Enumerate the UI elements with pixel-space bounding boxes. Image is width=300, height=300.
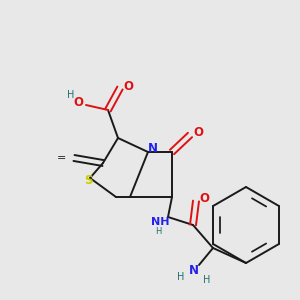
Text: H: H <box>177 272 185 282</box>
Text: O: O <box>193 127 203 140</box>
Text: O: O <box>123 80 133 92</box>
Text: N: N <box>189 263 199 277</box>
Text: =: = <box>57 153 67 163</box>
Text: O: O <box>73 97 83 110</box>
Text: H: H <box>203 275 211 285</box>
Text: H: H <box>67 90 75 100</box>
Text: N: N <box>148 142 158 155</box>
Text: S: S <box>84 175 92 188</box>
Text: O: O <box>199 191 209 205</box>
Text: H: H <box>155 226 161 236</box>
Text: NH: NH <box>151 217 169 227</box>
